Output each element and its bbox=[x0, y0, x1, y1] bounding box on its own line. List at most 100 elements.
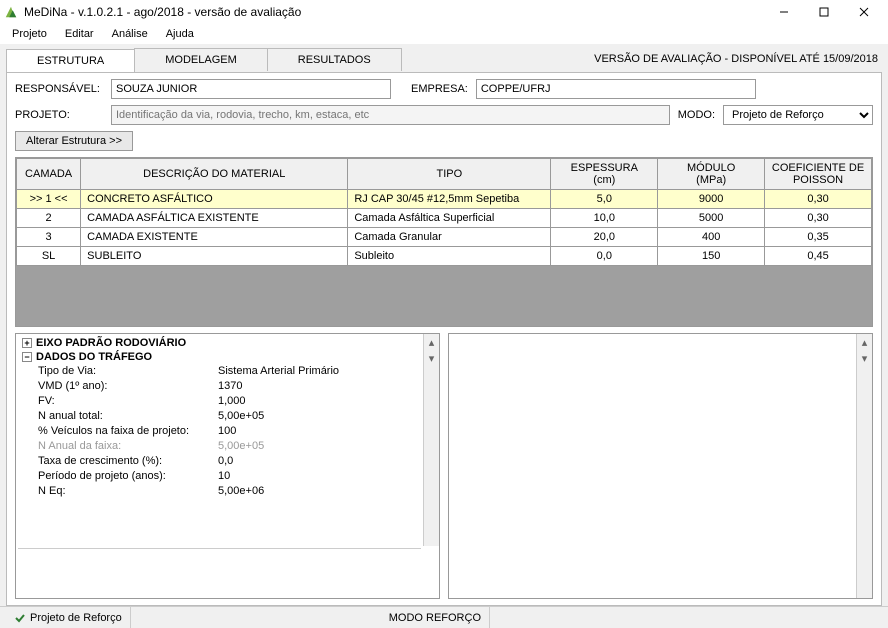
tab-resultados[interactable]: RESULTADOS bbox=[267, 48, 402, 71]
cell-descricao: CAMADA ASFÁLTICA EXISTENTE bbox=[81, 209, 348, 228]
layers-table-wrap: CAMADA DESCRIÇÃO DO MATERIAL TIPO ESPESS… bbox=[15, 157, 873, 327]
close-button[interactable] bbox=[844, 0, 884, 24]
col-poisson: COEFICIENTE DE POISSON bbox=[765, 159, 872, 190]
table-row[interactable]: 2CAMADA ASFÁLTICA EXISTENTECamada Asfált… bbox=[17, 209, 872, 228]
prop-value: 1370 bbox=[218, 379, 417, 394]
prop-value: 5,00e+06 bbox=[218, 484, 417, 499]
window-title-bar: MeDiNa - v.1.0.2.1 - ago/2018 - versão d… bbox=[0, 0, 888, 24]
status-mid: MODO REFORÇO bbox=[389, 612, 481, 624]
scroll-down-icon[interactable]: ▾ bbox=[857, 350, 872, 366]
prop-key: Período de projeto (anos): bbox=[38, 469, 218, 484]
responsavel-input[interactable] bbox=[111, 79, 391, 99]
status-bar: Projeto de Reforço MODO REFORÇO bbox=[0, 606, 888, 628]
cell-poisson: 0,30 bbox=[765, 209, 872, 228]
table-row[interactable]: 3CAMADA EXISTENTECamada Granular20,04000… bbox=[17, 228, 872, 247]
tab-estrutura[interactable]: ESTRUTURA bbox=[6, 49, 135, 72]
projeto-label: PROJETO: bbox=[15, 109, 103, 121]
prop-value: 10 bbox=[218, 469, 417, 484]
menu-projeto[interactable]: Projeto bbox=[4, 26, 55, 42]
evaluation-label: VERSÃO DE AVALIAÇÃO - DISPONÍVEL ATÉ 15/… bbox=[594, 53, 882, 65]
projeto-input[interactable] bbox=[111, 105, 670, 125]
cell-modulo: 9000 bbox=[658, 190, 765, 209]
cell-camada: 2 bbox=[17, 209, 81, 228]
cell-modulo: 5000 bbox=[658, 209, 765, 228]
minimize-button[interactable] bbox=[764, 0, 804, 24]
property-row[interactable]: Taxa de crescimento (%):0,0 bbox=[18, 454, 421, 469]
cell-descricao: CONCRETO ASFÁLTICO bbox=[81, 190, 348, 209]
cell-camada: 3 bbox=[17, 228, 81, 247]
prop-key: N Eq: bbox=[38, 484, 218, 499]
scroll-down-icon[interactable]: ▾ bbox=[424, 350, 439, 366]
layers-table: CAMADA DESCRIÇÃO DO MATERIAL TIPO ESPESS… bbox=[16, 158, 872, 266]
left-scrollbar[interactable]: ▴ ▾ bbox=[423, 334, 439, 546]
cell-camada: SL bbox=[17, 247, 81, 266]
cell-espessura: 5,0 bbox=[551, 190, 658, 209]
property-row[interactable]: Tipo de Via:Sistema Arterial Primário bbox=[18, 364, 421, 379]
prop-key: VMD (1º ano): bbox=[38, 379, 218, 394]
prop-key: N Anual da faixa: bbox=[38, 439, 218, 454]
cell-espessura: 0,0 bbox=[551, 247, 658, 266]
prop-key: N anual total: bbox=[38, 409, 218, 424]
cell-poisson: 0,35 bbox=[765, 228, 872, 247]
modo-label: MODO: bbox=[678, 109, 715, 121]
cell-poisson: 0,45 bbox=[765, 247, 872, 266]
menu-editar[interactable]: Editar bbox=[57, 26, 102, 42]
property-row[interactable]: % Veículos na faixa de projeto:100 bbox=[18, 424, 421, 439]
empresa-input[interactable] bbox=[476, 79, 756, 99]
property-row[interactable]: N Anual da faixa:5,00e+05 bbox=[18, 439, 421, 454]
menu-ajuda[interactable]: Ajuda bbox=[158, 26, 202, 42]
cell-espessura: 20,0 bbox=[551, 228, 658, 247]
col-camada: CAMADA bbox=[17, 159, 81, 190]
prop-value: Sistema Arterial Primário bbox=[218, 364, 417, 379]
table-row[interactable]: >> 1 <<CONCRETO ASFÁLTICORJ CAP 30/45 #1… bbox=[17, 190, 872, 209]
modo-select[interactable]: Projeto de Reforço bbox=[723, 105, 873, 125]
scroll-up-icon[interactable]: ▴ bbox=[424, 334, 439, 350]
prop-key: Tipo de Via: bbox=[38, 364, 218, 379]
cell-descricao: CAMADA EXISTENTE bbox=[81, 228, 348, 247]
property-row[interactable]: N Eq:5,00e+06 bbox=[18, 484, 421, 499]
prop-value: 5,00e+05 bbox=[218, 409, 417, 424]
section-eixo[interactable]: +EIXO PADRÃO RODOVIÁRIO bbox=[18, 336, 421, 350]
tab-modelagem[interactable]: MODELAGEM bbox=[134, 48, 268, 71]
cell-poisson: 0,30 bbox=[765, 190, 872, 209]
section-trafego[interactable]: −DADOS DO TRÁFEGO bbox=[18, 350, 421, 364]
status-left: Projeto de Reforço bbox=[30, 612, 122, 624]
empresa-label: EMPRESA: bbox=[411, 83, 468, 95]
cell-descricao: SUBLEITO bbox=[81, 247, 348, 266]
lower-panels: +EIXO PADRÃO RODOVIÁRIO −DADOS DO TRÁFEG… bbox=[15, 333, 873, 599]
window-title: MeDiNa - v.1.0.2.1 - ago/2018 - versão d… bbox=[24, 5, 764, 19]
col-espessura: ESPESSURA (cm) bbox=[551, 159, 658, 190]
right-panel: ▴ ▾ bbox=[448, 333, 873, 599]
col-descricao: DESCRIÇÃO DO MATERIAL bbox=[81, 159, 348, 190]
cell-camada: >> 1 << bbox=[17, 190, 81, 209]
cell-tipo: RJ CAP 30/45 #12,5mm Sepetiba bbox=[348, 190, 551, 209]
cell-tipo: Camada Asfáltica Superficial bbox=[348, 209, 551, 228]
left-panel-footer bbox=[18, 548, 421, 596]
prop-key: FV: bbox=[38, 394, 218, 409]
scroll-up-icon[interactable]: ▴ bbox=[857, 334, 872, 350]
status-check-icon bbox=[14, 612, 26, 624]
cell-modulo: 400 bbox=[658, 228, 765, 247]
col-tipo: TIPO bbox=[348, 159, 551, 190]
app-logo-icon bbox=[4, 5, 18, 19]
property-row[interactable]: FV:1,000 bbox=[18, 394, 421, 409]
property-row[interactable]: VMD (1º ano):1370 bbox=[18, 379, 421, 394]
prop-value: 5,00e+05 bbox=[218, 439, 417, 454]
cell-modulo: 150 bbox=[658, 247, 765, 266]
cell-tipo: Subleito bbox=[348, 247, 551, 266]
prop-key: % Veículos na faixa de projeto: bbox=[38, 424, 218, 439]
table-row[interactable]: SLSUBLEITOSubleito0,01500,45 bbox=[17, 247, 872, 266]
cell-espessura: 10,0 bbox=[551, 209, 658, 228]
prop-value: 100 bbox=[218, 424, 417, 439]
property-row[interactable]: N anual total:5,00e+05 bbox=[18, 409, 421, 424]
alterar-estrutura-button[interactable]: Alterar Estrutura >> bbox=[15, 131, 133, 151]
property-row[interactable]: Período de projeto (anos):10 bbox=[18, 469, 421, 484]
menu-bar: Projeto Editar Análise Ajuda bbox=[0, 24, 888, 44]
right-scrollbar[interactable]: ▴ ▾ bbox=[856, 334, 872, 598]
prop-value: 1,000 bbox=[218, 394, 417, 409]
responsavel-label: RESPONSÁVEL: bbox=[15, 83, 103, 95]
prop-key: Taxa de crescimento (%): bbox=[38, 454, 218, 469]
maximize-button[interactable] bbox=[804, 0, 844, 24]
menu-analise[interactable]: Análise bbox=[104, 26, 156, 42]
estrutura-panel: RESPONSÁVEL: EMPRESA: PROJETO: MODO: Pro… bbox=[6, 72, 882, 606]
